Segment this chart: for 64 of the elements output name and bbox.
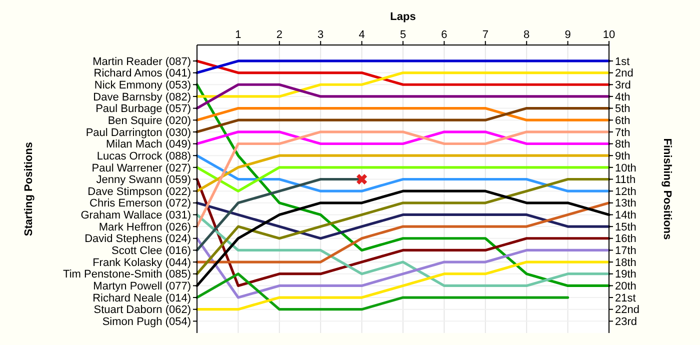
y2-tick-label: 17th — [615, 245, 636, 258]
text: David Stephens (024) — [84, 233, 191, 246]
y2-tick-label: 23rd — [615, 316, 638, 328]
y2-tick-label: 10th — [615, 162, 636, 174]
line-series — [196, 213, 610, 287]
y2-tick-label: 8th — [615, 138, 630, 151]
y2-tick-label: 12th — [615, 186, 636, 198]
text: Martin Reader (087) — [92, 56, 191, 68]
text: Jenny Swann (059) — [96, 174, 191, 186]
y2-tick-label: 15th — [615, 221, 636, 234]
y2-tick-label: 21st — [615, 292, 636, 304]
x-tick-label: 8 — [524, 29, 530, 41]
y2-tick-label: 9th — [615, 150, 630, 162]
text: Chris Emerson (072) — [90, 198, 191, 210]
line-series — [196, 202, 610, 264]
x-axis-title: Laps — [390, 11, 416, 23]
text: Scott Clee (016) — [112, 245, 191, 258]
y2-axis-title: Finishing Positions — [661, 138, 673, 240]
text: Paul Warrener (027) — [92, 162, 191, 174]
text: Frank Kolasky (044) — [92, 256, 191, 269]
y2-tick-label: 19th — [615, 268, 636, 281]
y2-tick-label: 20th — [615, 280, 636, 293]
text: Tim Penstone-Smith (085) — [63, 268, 191, 281]
y2-tick-label: 22nd — [615, 304, 640, 316]
text: Paul Burbage (057) — [96, 103, 191, 116]
x-tick-label: 1 — [235, 29, 242, 41]
y2-tick-label: 7th — [615, 126, 630, 139]
y2-tick-label: 2nd — [615, 68, 634, 80]
text: Paul Darrington (030) — [86, 126, 191, 139]
text: Dave Stimpson (022) — [88, 186, 191, 198]
y2-tick-label: 1st — [615, 56, 630, 68]
line-series — [196, 202, 610, 240]
text: Starting Positions — [23, 142, 35, 236]
x-tick-label: 7 — [482, 29, 488, 41]
y2-tick-label: 13th — [615, 198, 636, 210]
text: Graham Wallace (031) — [80, 210, 191, 222]
text: Simon Pugh (054) — [102, 316, 191, 328]
y2-tick-label: 5th — [615, 103, 630, 116]
y2-tick-label: 14th — [615, 210, 636, 222]
y2-tick-label: 6th — [615, 114, 630, 127]
text: Richard Amos (041) — [94, 68, 191, 80]
y2-tick-label: 11th — [615, 174, 636, 186]
line-series — [196, 237, 610, 299]
text: Mark Heffron (026) — [98, 221, 191, 234]
y2-tick-label: 18th — [615, 256, 636, 269]
text: Milan Mach (049) — [106, 138, 191, 151]
text: Martyn Powell (077) — [93, 280, 191, 293]
text: Nick Emmony (053) — [94, 79, 191, 92]
text: Stuart Daborn (062) — [94, 304, 191, 316]
y2-tick-label: 3rd — [615, 79, 631, 92]
x-tick-label: 3 — [318, 29, 324, 41]
text: Dave Barnsby (082) — [93, 91, 191, 104]
y2-tick-label: 4th — [615, 91, 630, 104]
x-tick-label: 5 — [400, 29, 406, 41]
y2-tick-label: 16th — [615, 233, 636, 246]
text: Ben Squire (020) — [108, 114, 191, 127]
text: Lucas Orrock (088) — [96, 150, 191, 162]
text: Richard Neale (014) — [92, 292, 191, 304]
x-tick-label: 4 — [358, 29, 365, 41]
x-tick-label: 6 — [441, 29, 448, 41]
x-tick-label: 2 — [276, 29, 282, 41]
x-tick-label: 9 — [564, 29, 571, 41]
x-tick-label: 10 — [602, 29, 616, 41]
line-series — [196, 260, 610, 311]
